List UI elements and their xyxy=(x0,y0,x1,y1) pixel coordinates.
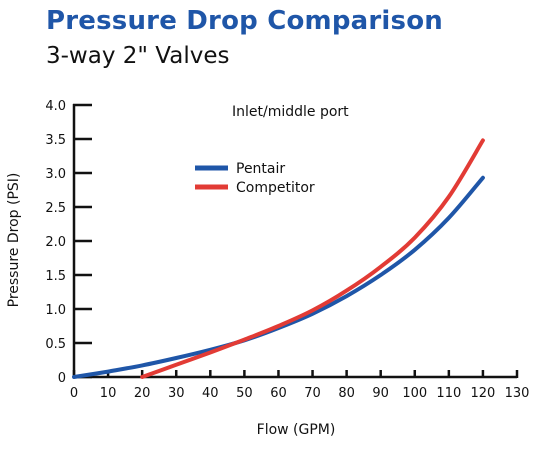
y-axis-title: Pressure Drop (PSI) xyxy=(6,173,22,308)
x-tick-label: 20 xyxy=(134,386,151,401)
y-tick-label: 0 xyxy=(58,371,66,386)
series-line-pentair xyxy=(72,175,485,379)
x-tick-label: 100 xyxy=(402,386,427,401)
x-axis: 0 10 20 30 40 50 60 70 80 90 100 110 120 130 xyxy=(70,370,530,401)
y-tick-label: 3.5 xyxy=(45,133,66,148)
y-tick-label: 1.5 xyxy=(45,269,66,284)
x-tick-label: 30 xyxy=(168,386,185,401)
y-tick-label: 1.0 xyxy=(45,303,66,318)
y-tick-label: 2.0 xyxy=(45,235,66,250)
x-tick-label: 10 xyxy=(100,386,117,401)
x-axis-title: Flow (GPM) xyxy=(257,422,336,438)
chart-subtitle: 3-way 2" Valves xyxy=(46,43,230,69)
y-ticks: 0 0.5 1.0 1.5 2.0 2.5 3.0 3.5 4.0 xyxy=(45,99,92,386)
y-axis: 0 0.5 1.0 1.5 2.0 2.5 3.0 3.5 4.0 xyxy=(45,99,92,386)
y-tick-label: 3.0 xyxy=(45,167,66,182)
x-tick-label: 70 xyxy=(304,386,321,401)
x-tick-label: 0 xyxy=(70,386,78,401)
x-tick-label: 60 xyxy=(270,386,287,401)
x-tick-label: 130 xyxy=(505,386,530,401)
annotation-label: Inlet/middle port xyxy=(232,104,349,120)
series-group xyxy=(72,138,485,379)
x-tick-label: 110 xyxy=(436,386,461,401)
x-tick-label: 120 xyxy=(471,386,496,401)
legend-label-competitor: Competitor xyxy=(236,180,315,196)
x-tick-label: 90 xyxy=(372,386,389,401)
x-tick-label: 80 xyxy=(338,386,355,401)
chart-title: Pressure Drop Comparison xyxy=(46,6,443,36)
y-tick-label: 0.5 xyxy=(45,337,66,352)
x-tick-label: 40 xyxy=(202,386,219,401)
y-tick-label: 2.5 xyxy=(45,201,66,216)
legend: Pentair Competitor xyxy=(195,161,315,196)
legend-label-pentair: Pentair xyxy=(236,161,285,177)
x-ticks: 0 10 20 30 40 50 60 70 80 90 100 110 120 130 xyxy=(70,370,530,401)
y-tick-label: 4.0 xyxy=(45,99,66,114)
x-tick-label: 50 xyxy=(236,386,253,401)
series-line-competitor xyxy=(140,138,485,379)
